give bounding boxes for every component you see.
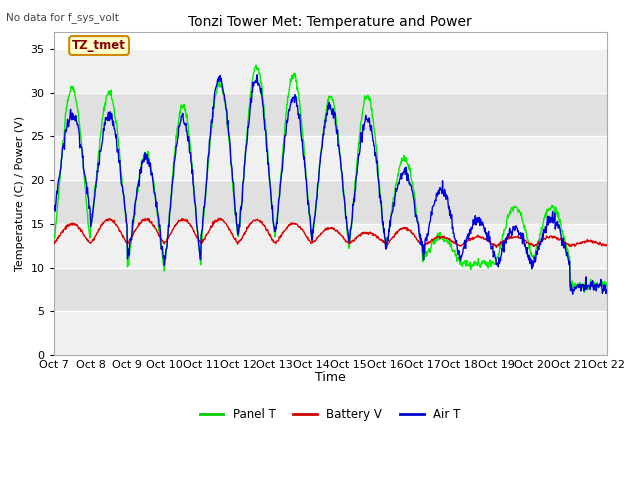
Bar <box>54 180 607 224</box>
Line: Battery V: Battery V <box>54 218 607 247</box>
Air T <box>256 83 264 88</box>
Air T <box>50 205 58 211</box>
Battery V <box>568 243 575 249</box>
Battery V <box>122 239 130 245</box>
Battery V <box>50 241 58 247</box>
Panel T <box>580 289 588 295</box>
Air T <box>569 291 577 297</box>
X-axis label: Time: Time <box>315 371 346 384</box>
Bar <box>54 49 607 93</box>
Battery V <box>450 240 458 246</box>
Bar <box>54 136 607 180</box>
Panel T <box>256 71 264 76</box>
Title: Tonzi Tower Met: Temperature and Power: Tonzi Tower Met: Temperature and Power <box>188 15 472 29</box>
Battery V <box>336 230 344 236</box>
Air T <box>450 230 458 236</box>
Panel T <box>196 256 204 262</box>
Panel T <box>567 278 575 284</box>
Legend: Panel T, Battery V, Air T: Panel T, Battery V, Air T <box>195 403 465 425</box>
Panel T <box>603 283 611 288</box>
Battery V <box>196 240 204 245</box>
Battery V <box>603 242 611 248</box>
Bar <box>54 267 607 312</box>
Text: TZ_tmet: TZ_tmet <box>72 39 126 52</box>
Air T <box>122 212 130 217</box>
Bar <box>54 93 607 136</box>
Panel T <box>336 146 344 152</box>
Line: Panel T: Panel T <box>54 65 607 292</box>
Y-axis label: Temperature (C) / Power (V): Temperature (C) / Power (V) <box>15 116 25 271</box>
Air T <box>196 256 204 262</box>
Panel T <box>122 219 130 225</box>
Air T <box>336 152 344 157</box>
Panel T <box>50 236 58 241</box>
Air T <box>603 288 611 293</box>
Panel T <box>252 62 260 68</box>
Air T <box>253 72 261 78</box>
Line: Air T: Air T <box>54 75 607 294</box>
Battery V <box>215 216 223 221</box>
Text: No data for f_sys_volt: No data for f_sys_volt <box>6 12 119 23</box>
Air T <box>567 281 575 287</box>
Bar <box>54 312 607 355</box>
Panel T <box>450 249 458 254</box>
Battery V <box>493 244 500 250</box>
Bar <box>54 224 607 267</box>
Battery V <box>256 219 264 225</box>
